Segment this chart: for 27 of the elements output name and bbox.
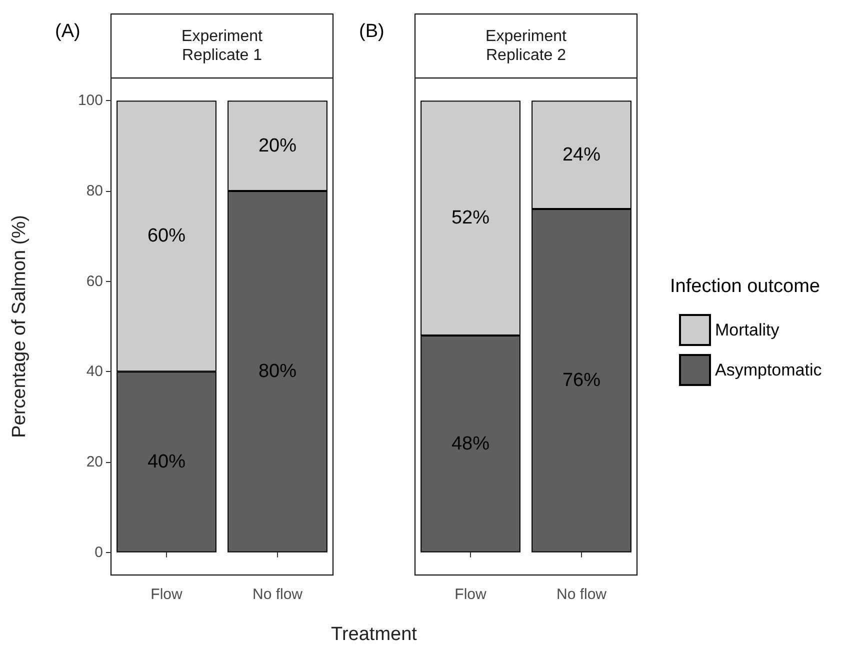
y-tick-label: 40 bbox=[86, 363, 103, 380]
y-tick-label: 100 bbox=[78, 92, 103, 110]
data-label: 76% bbox=[562, 370, 601, 392]
y-tick-label: 20 bbox=[86, 454, 103, 471]
y-tick-label: 0 bbox=[94, 544, 103, 561]
y-axis-title: Percentage of Salmon (%) bbox=[9, 215, 30, 438]
text: (B) bbox=[359, 21, 384, 42]
data-label: 40% bbox=[147, 452, 186, 473]
data-label: 20% bbox=[258, 135, 297, 156]
legend-label: Mortality bbox=[715, 320, 780, 340]
data-label: 60% bbox=[147, 226, 186, 247]
y-tick-label: 60 bbox=[86, 272, 103, 290]
chart-title: Experiment Replicate 2 bbox=[486, 28, 568, 64]
data-label: 52% bbox=[451, 208, 490, 229]
x-tick-label: No flow bbox=[252, 586, 303, 603]
data-label: 24% bbox=[562, 144, 601, 166]
text: (A) bbox=[55, 21, 80, 42]
x-axis-title: Treatment bbox=[330, 624, 418, 646]
data-label: 48% bbox=[451, 433, 490, 454]
x-tick-label: Flow bbox=[150, 586, 182, 603]
x-tick-label: No flow bbox=[556, 586, 607, 603]
legend-title: Infection outcome bbox=[670, 276, 820, 297]
legend-label: Asymptomatic bbox=[715, 360, 822, 380]
y-tick-label: 80 bbox=[86, 182, 103, 200]
chart-title: Experiment Replicate 1 bbox=[182, 28, 264, 64]
data-label: 80% bbox=[258, 361, 297, 382]
x-tick-label: Flow bbox=[454, 586, 486, 603]
